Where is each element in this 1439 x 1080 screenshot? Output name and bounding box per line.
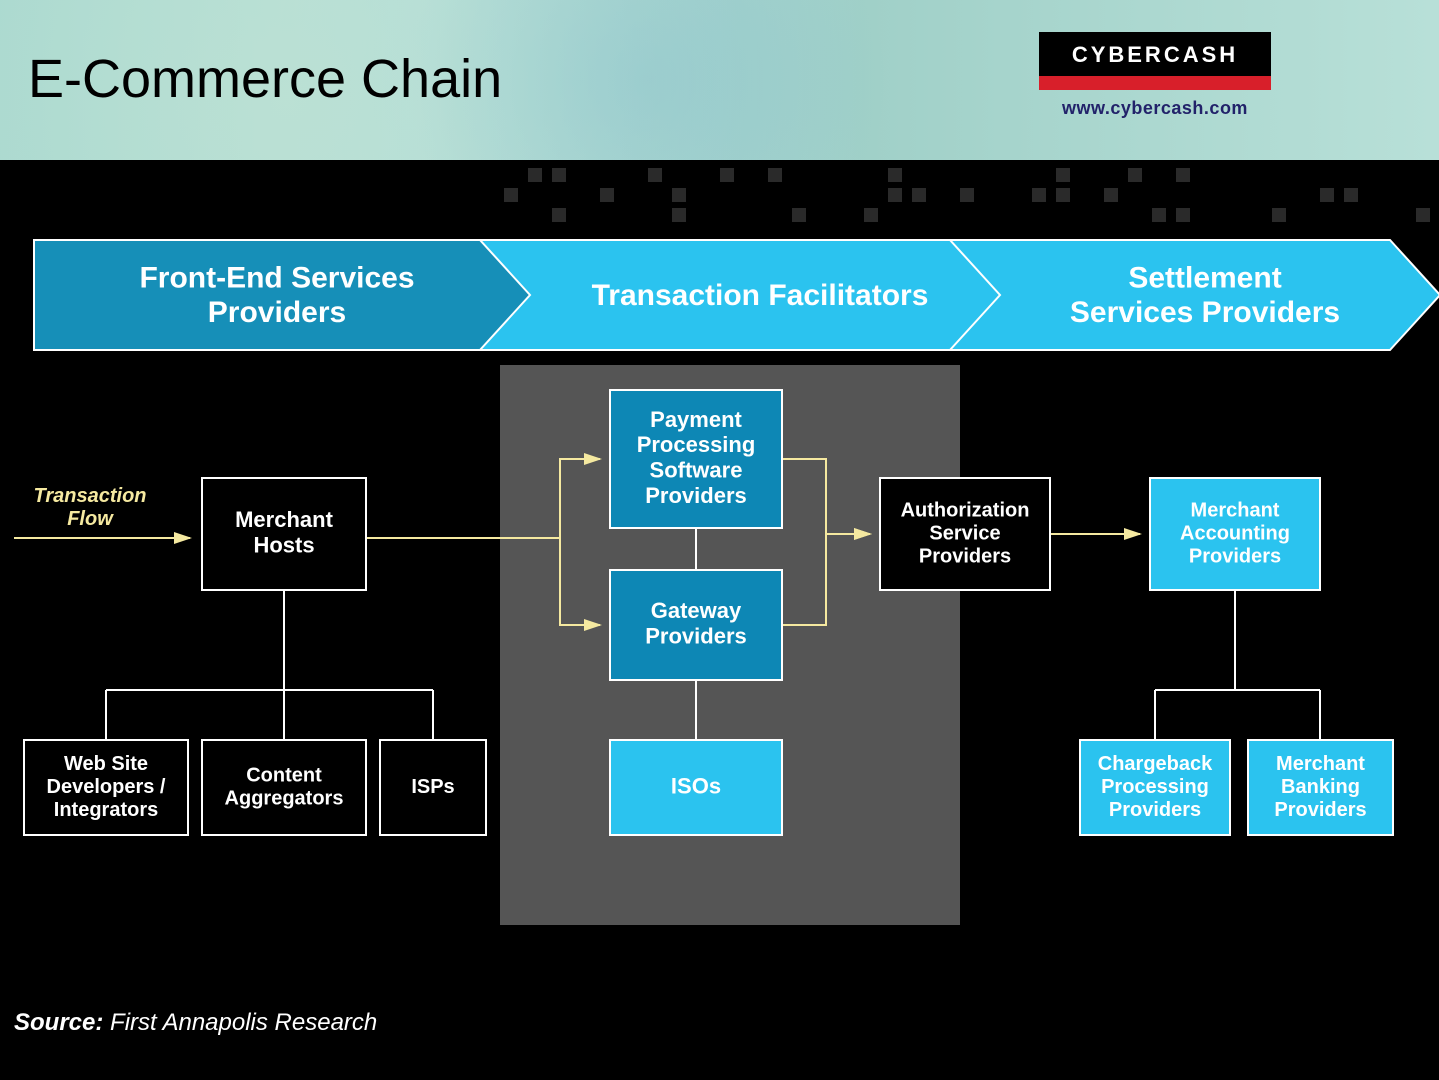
node-content-agg: ContentAggregators: [202, 740, 366, 835]
chev-front: [34, 240, 550, 350]
svg-text:Integrators: Integrators: [54, 799, 158, 821]
svg-text:Providers: Providers: [1274, 799, 1366, 821]
svg-text:Providers: Providers: [645, 483, 747, 508]
node-merch-acct: MerchantAccountingProviders: [1150, 478, 1320, 590]
svg-text:Web Site: Web Site: [64, 753, 148, 775]
svg-text:Banking: Banking: [1281, 776, 1360, 798]
svg-text:Merchant: Merchant: [235, 507, 333, 532]
svg-text:Processing: Processing: [1101, 776, 1209, 798]
svg-text:Merchant: Merchant: [1276, 753, 1365, 775]
node-merchant-hosts: MerchantHosts: [202, 478, 366, 590]
svg-text:Transaction: Transaction: [34, 485, 147, 507]
node-isps: ISPs: [380, 740, 486, 835]
dotted-band: [0, 160, 1439, 230]
svg-text:Settlement: Settlement: [1128, 262, 1281, 295]
logo-text: CYBERCASH: [1039, 32, 1271, 76]
svg-text:Providers: Providers: [919, 545, 1011, 567]
node-payment-proc: PaymentProcessingSoftwareProviders: [610, 390, 782, 528]
svg-text:Providers: Providers: [1109, 799, 1201, 821]
svg-text:Front-End Services: Front-End Services: [139, 262, 414, 295]
svg-text:Providers: Providers: [645, 623, 747, 648]
node-websitedev: Web SiteDevelopers /Integrators: [24, 740, 188, 835]
svg-text:Gateway: Gateway: [651, 598, 742, 623]
header-banner: E-Commerce Chain CYBERCASH www.cybercash…: [0, 0, 1439, 160]
node-merch-bank: MerchantBankingProviders: [1248, 740, 1393, 835]
svg-text:Payment: Payment: [650, 407, 742, 432]
nodes-group: MerchantHostsPaymentProcessingSoftwarePr…: [24, 390, 1393, 835]
chev-settle: [950, 240, 1439, 350]
diagram-stage: Front-End ServicesProvidersTransaction F…: [0, 230, 1439, 1080]
node-gateway: GatewayProviders: [610, 570, 782, 680]
node-isos: ISOs: [610, 740, 782, 835]
svg-text:Developers /: Developers /: [47, 776, 166, 798]
svg-text:Content: Content: [246, 764, 322, 786]
transaction-flow-label: TransactionFlow: [34, 485, 147, 530]
logo-block: CYBERCASH www.cybercash.com: [1039, 32, 1271, 119]
svg-text:Flow: Flow: [67, 508, 114, 530]
svg-text:Authorization: Authorization: [901, 499, 1030, 521]
svg-text:Chargeback: Chargeback: [1098, 753, 1213, 775]
svg-text:Aggregators: Aggregators: [225, 787, 344, 809]
node-auth-svc: AuthorizationServiceProviders: [880, 478, 1050, 590]
page-title: E-Commerce Chain: [28, 48, 502, 110]
node-chargeback: ChargebackProcessingProviders: [1080, 740, 1230, 835]
svg-text:Service: Service: [929, 522, 1000, 544]
svg-text:Processing: Processing: [637, 432, 756, 457]
svg-text:ISOs: ISOs: [671, 773, 721, 798]
svg-text:Services Providers: Services Providers: [1070, 296, 1340, 329]
svg-text:Hosts: Hosts: [253, 532, 314, 557]
svg-text:Providers: Providers: [208, 296, 346, 329]
svg-text:Accounting: Accounting: [1180, 522, 1290, 544]
logo-url: www.cybercash.com: [1039, 98, 1271, 119]
source-citation: Source: First Annapolis Research: [14, 1009, 377, 1036]
logo-strip: [1039, 76, 1271, 90]
svg-text:Transaction Facilitators: Transaction Facilitators: [592, 279, 929, 312]
diagram-svg: Front-End ServicesProvidersTransaction F…: [0, 230, 1439, 1080]
chevron-row: Front-End ServicesProviders Transaction F…: [34, 240, 1439, 350]
svg-text:Software: Software: [650, 457, 743, 482]
svg-text:ISPs: ISPs: [411, 776, 454, 798]
svg-text:Merchant: Merchant: [1191, 499, 1280, 521]
svg-text:Providers: Providers: [1189, 545, 1281, 567]
